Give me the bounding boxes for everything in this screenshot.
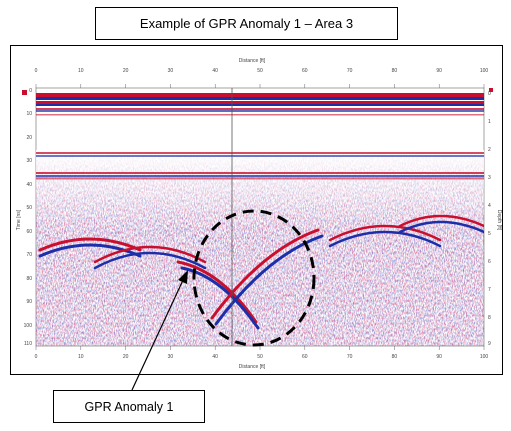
callout-arrow (131, 270, 188, 391)
top-tick-label: 60 (302, 68, 308, 74)
right-tick-label: 7 (488, 287, 491, 293)
bottom-tick-label: 60 (302, 354, 308, 360)
anomaly-diagonal-red-1 (176, 260, 258, 324)
top-tick-label: 100 (480, 68, 489, 74)
top-tick-labels: 0 10 20 30 40 50 60 70 80 90 100 (35, 68, 489, 74)
left-tick-labels: 0 10 20 30 40 50 60 70 80 90 100 110 (24, 88, 33, 347)
right-tick-label: 6 (488, 259, 491, 265)
right-tick-label: 8 (488, 315, 491, 321)
top-tick-label: 80 (392, 68, 398, 74)
top-tick-label: 40 (212, 68, 218, 74)
right-tick-label: 0 (488, 91, 491, 97)
hyperbolas (38, 214, 484, 330)
top-tick-label: 20 (123, 68, 129, 74)
top-tick-label: 0 (35, 68, 38, 74)
surface-bands (36, 93, 484, 116)
left-tick-label: 20 (26, 135, 32, 141)
top-axis-label: Distance [ft] (239, 58, 266, 64)
left-tick-label: 60 (26, 229, 32, 235)
bottom-tick-label: 50 (257, 354, 263, 360)
hyperbola-far-blue (398, 220, 484, 234)
hyperbola-left-blue (38, 243, 142, 258)
anomaly-circle (192, 209, 316, 347)
bottom-tick-label: 90 (436, 354, 442, 360)
left-axis-label: Time [ns] (16, 209, 22, 230)
top-tick-label: 50 (257, 68, 263, 74)
bottom-tick-label: 40 (212, 354, 218, 360)
left-tick-label: 50 (26, 205, 32, 211)
radargram-plot: Distance [ft] 0 10 20 30 40 50 60 70 80 … (16, 58, 502, 370)
left-tick-label: 100 (24, 323, 33, 329)
bottom-tick-label: 10 (78, 354, 84, 360)
mid-bands (36, 152, 484, 180)
bottom-tick-label: 30 (168, 354, 174, 360)
top-tick-label: 90 (436, 68, 442, 74)
bottom-tick-label: 20 (123, 354, 129, 360)
speckle-fade (36, 150, 484, 230)
bottom-tick-label: 0 (35, 354, 38, 360)
right-marker (489, 88, 493, 92)
hyperbola-far-red (398, 214, 484, 228)
right-tick-label: 4 (488, 203, 491, 209)
left-marker (22, 90, 27, 95)
right-tick-label: 2 (488, 147, 491, 153)
right-tick-label: 1 (488, 119, 491, 125)
anomaly-diagonal-red-2 (210, 228, 320, 320)
anomaly-callout-label: GPR Anomaly 1 (53, 390, 205, 423)
hyperbola-left-red (38, 237, 142, 252)
left-tick-label: 40 (26, 182, 32, 188)
left-tick-label: 30 (26, 158, 32, 164)
axis-ticks (35, 84, 485, 350)
hyperbola-right-red (328, 224, 442, 242)
hyperbola-mid-red (93, 245, 207, 264)
bottom-tick-label: 70 (347, 354, 353, 360)
bottom-tick-label: 100 (480, 354, 489, 360)
top-tick-label: 30 (168, 68, 174, 74)
left-tick-label: 90 (26, 299, 32, 305)
bottom-axis-label: Distance [ft] (239, 364, 266, 370)
top-tick-label: 10 (78, 68, 84, 74)
left-tick-label: 110 (24, 341, 32, 347)
right-tick-label: 9 (488, 341, 491, 347)
left-tick-label: 80 (26, 276, 32, 282)
left-tick-label: 10 (26, 111, 32, 117)
anomaly-diagonal-blue-1 (180, 266, 260, 330)
bottom-tick-labels: 0 10 20 30 40 50 60 70 80 90 100 (35, 354, 489, 360)
figure-title: Example of GPR Anomaly 1 – Area 3 (95, 7, 398, 40)
left-tick-label: 70 (26, 252, 32, 258)
hyperbola-right-blue (328, 230, 442, 248)
right-axis-label: Depth [ft] (496, 210, 502, 231)
top-tick-label: 70 (347, 68, 353, 74)
bottom-tick-label: 80 (392, 354, 398, 360)
right-tick-label: 5 (488, 231, 491, 237)
hyperbola-mid-blue (93, 251, 207, 270)
right-tick-label: 3 (488, 175, 491, 181)
right-tick-labels: 0 1 2 3 4 5 6 7 8 9 (488, 91, 491, 347)
left-tick-label: 0 (29, 88, 32, 94)
anomaly-diagonal-blue-2 (214, 234, 324, 326)
